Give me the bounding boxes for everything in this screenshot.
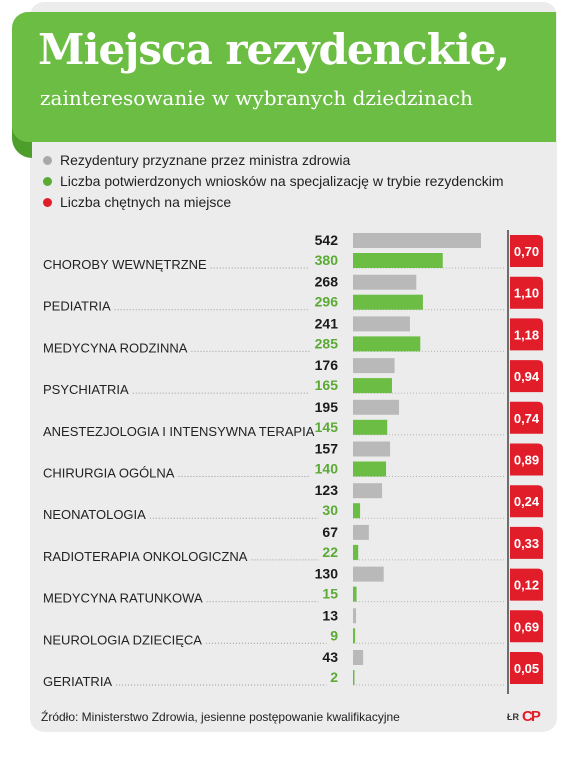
- legend-item-granted: Rezydentury przyznane przez ministra zdr…: [43, 150, 350, 170]
- granted-value: 43: [322, 649, 338, 665]
- applications-bar: [353, 253, 443, 268]
- logo-initials: ŁR: [507, 711, 519, 722]
- ratio-value: 0,33: [514, 536, 539, 551]
- category-label: NEUROLOGIA DZIECIĘCA: [43, 632, 202, 647]
- chart-title: Miejsca rezydenckie,: [38, 25, 510, 74]
- legend-item-applications: Liczba potwierdzonych wniosków na specja…: [43, 171, 504, 191]
- granted-value: 13: [322, 607, 338, 623]
- granted-value: 268: [315, 274, 339, 290]
- ratio-value: 1,18: [514, 327, 539, 342]
- ratio-badge: [510, 526, 543, 559]
- ratio-badge: [510, 401, 543, 434]
- ratio-badge: [510, 568, 543, 601]
- legend-label-granted: Rezydentury przyznane przez ministra zdr…: [60, 152, 351, 168]
- applications-bar: [353, 294, 423, 310]
- ratio-value: 0,70: [514, 244, 539, 259]
- applications-value: 9: [330, 627, 338, 643]
- category-label: GERIATRIA: [43, 674, 112, 689]
- applications-bar: [353, 419, 388, 435]
- applications-bar: [353, 461, 387, 477]
- applications-value: 140: [315, 461, 339, 477]
- applications-value: 296: [315, 294, 339, 310]
- applications-bar: [353, 336, 421, 352]
- granted-value: 176: [315, 357, 339, 373]
- ratio-badge: [510, 443, 543, 476]
- ratio-badge: [510, 485, 543, 518]
- category-label: CHOROBY WEWNĘTRZNE: [43, 257, 207, 272]
- ratio-value: 0,05: [514, 661, 539, 676]
- ratio-badge: [510, 360, 543, 393]
- chart-subtitle: zainteresowanie w wybranych dziedzinach: [40, 86, 473, 110]
- applications-value: 145: [315, 419, 339, 435]
- category-label: MEDYCYNA RODZINNA: [43, 340, 188, 355]
- granted-bar: [353, 524, 369, 540]
- ratio-badge: [510, 652, 543, 684]
- ratio-value: 1,10: [514, 286, 539, 301]
- legend-dot-green: [43, 176, 52, 186]
- category-label: PEDIATRIA: [43, 299, 111, 314]
- legend-dot-red: [43, 197, 52, 207]
- applications-bar: [353, 503, 361, 519]
- granted-bar: [353, 441, 391, 457]
- ratio-badge: [510, 610, 543, 643]
- applications-bar: [353, 670, 355, 685]
- ratio-badge: [510, 276, 543, 309]
- granted-bar: [353, 316, 410, 332]
- applications-bar: [353, 378, 392, 394]
- applications-value: 285: [315, 335, 339, 351]
- category-label: ANESTEZJOLOGIA I INTENSYWNA TERAPIA: [43, 424, 315, 439]
- applications-bar: [353, 544, 359, 560]
- granted-value: 130: [315, 566, 339, 582]
- ratio-badge: [510, 318, 543, 351]
- ratio-value: 0,12: [514, 578, 539, 593]
- ratio-value: 0,94: [514, 369, 540, 384]
- granted-bar: [353, 483, 383, 499]
- ratio-value: 0,69: [514, 619, 539, 634]
- applications-bar: [353, 628, 356, 644]
- applications-value: 30: [322, 502, 338, 518]
- legend-item-ratio: Liczba chętnych na miejsce: [43, 192, 231, 212]
- applications-value: 2: [330, 669, 338, 685]
- granted-value: 195: [315, 399, 339, 415]
- publisher-logo: ŁR CP: [507, 708, 541, 725]
- legend-label-ratio: Liczba chętnych na miejsce: [60, 194, 232, 210]
- granted-value: 157: [315, 441, 339, 457]
- ratio-value: 0,24: [514, 494, 540, 509]
- applications-value: 22: [322, 544, 338, 560]
- granted-value: 241: [315, 315, 339, 331]
- granted-bar: [353, 566, 384, 582]
- granted-value: 123: [315, 482, 339, 498]
- logo-mark: CP: [522, 708, 541, 725]
- granted-bar: [353, 608, 357, 624]
- granted-value: 542: [315, 232, 339, 248]
- legend-dot-gray: [43, 155, 52, 165]
- source-note: Źródło: Ministerstwo Zdrowia, jesienne p…: [41, 710, 400, 724]
- granted-bar: [353, 233, 481, 248]
- granted-bar: [353, 650, 364, 665]
- applications-value: 15: [322, 586, 338, 602]
- legend-label-applications: Liczba potwierdzonych wniosków na specja…: [60, 173, 504, 189]
- applications-value: 165: [315, 377, 339, 393]
- ratio-value: 0,74: [514, 411, 540, 426]
- ratio-badge: [510, 235, 543, 267]
- category-label: CHIRURGIA OGÓLNA: [43, 466, 175, 481]
- category-label: RADIOTERAPIA ONKOLOGICZNA: [43, 549, 248, 564]
- granted-bar: [353, 399, 400, 415]
- title-banner: [12, 12, 556, 142]
- granted-bar: [353, 274, 417, 290]
- granted-bar: [353, 358, 395, 374]
- category-label: NEONATOLOGIA: [43, 507, 146, 522]
- granted-value: 67: [322, 524, 338, 540]
- ratio-value: 0,89: [514, 453, 539, 468]
- category-label: MEDYCYNA RATUNKOWA: [43, 591, 203, 606]
- applications-value: 380: [315, 252, 339, 268]
- applications-bar: [353, 586, 357, 602]
- category-label: PSYCHIATRIA: [43, 382, 129, 397]
